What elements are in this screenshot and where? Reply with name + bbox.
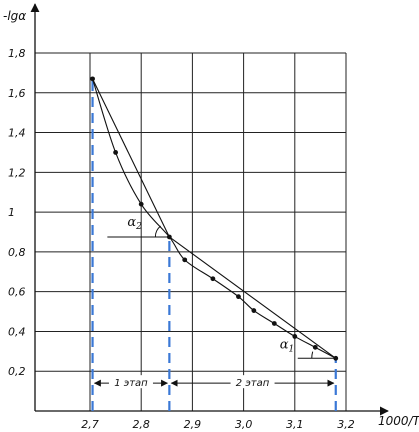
- data-point: [236, 294, 241, 300]
- data-point: [113, 150, 118, 155]
- data-point: [312, 344, 318, 350]
- x-tick-label: 2,7: [81, 418, 99, 431]
- y-tick-label: 0,8: [8, 246, 26, 259]
- data-point: [271, 321, 277, 326]
- angle-label: α2: [127, 215, 142, 232]
- data-point: [251, 308, 257, 313]
- angle-label: α1: [280, 337, 295, 354]
- data-point: [210, 276, 216, 282]
- y-axis-title: -lgα: [3, 9, 26, 23]
- y-tick-label: 1,6: [8, 87, 26, 100]
- data-points: [90, 76, 339, 361]
- angle-label-subscript: 2: [135, 222, 142, 232]
- y-tick-label: 1: [8, 206, 15, 219]
- stage-label: 1 этап: [114, 378, 148, 389]
- stage-label-bg: [108, 375, 153, 389]
- data-point: [166, 234, 172, 240]
- angle-label-subscript: 1: [289, 344, 295, 354]
- x-tick-label: 3,1: [286, 418, 304, 431]
- x-tick-label: 2,9: [184, 418, 202, 431]
- stage-label: 2 этап: [236, 378, 270, 389]
- annotations: 1 этап 2 этап α2 α1: [93, 215, 336, 389]
- y-tick-label: 0,6: [8, 286, 26, 299]
- x-axis-title: 1000/T: [378, 414, 419, 428]
- data-point: [138, 201, 144, 207]
- x-tick-label: 3,2: [337, 418, 355, 431]
- stage1-line: [92, 78, 170, 238]
- dashed-verticals: [91, 78, 337, 411]
- data-point: [90, 76, 95, 82]
- y-tick-label: 0,2: [8, 365, 26, 378]
- data-point: [182, 257, 188, 263]
- data-point: [292, 334, 298, 339]
- y-tick-label: 1,4: [8, 127, 26, 140]
- y-tick-label: 0,4: [8, 325, 26, 338]
- angle-arc: [311, 351, 314, 359]
- stage2-line: [169, 236, 337, 359]
- angle-arc: [154, 225, 161, 238]
- x-tick-label: 3,0: [235, 418, 253, 431]
- x-tick-label: 2,8: [132, 418, 150, 431]
- grid: [35, 52, 347, 411]
- y-tick-label: 1,2: [8, 166, 26, 179]
- stage-label-bg: [230, 375, 275, 389]
- y-tick-label: 1,8: [8, 47, 26, 60]
- axes: [30, 3, 389, 416]
- tick-labels: 0,2 0,4 0,6 0,8 1 1,2 1,4 1,6 1,8 2,7 2,8 2,9 3,0 3,1…: [8, 47, 355, 431]
